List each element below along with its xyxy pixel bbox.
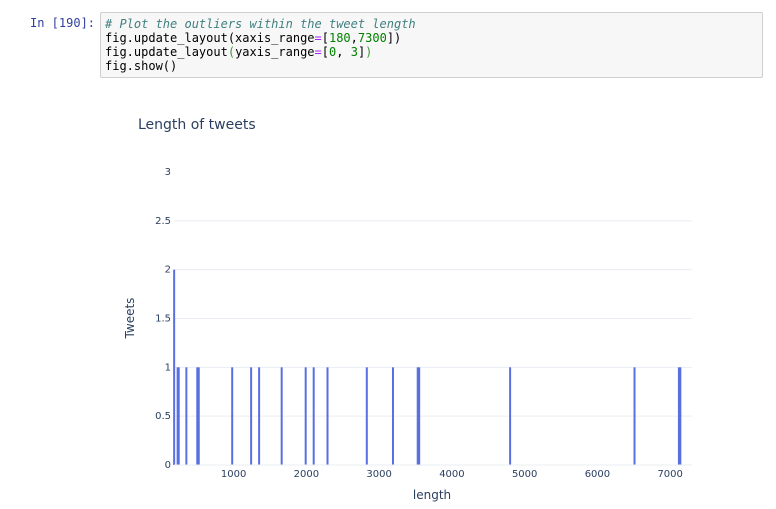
y-tick-label: 0.5 bbox=[155, 411, 171, 422]
bar[interactable] bbox=[231, 367, 234, 465]
code-token: fig.update_layout(xaxis_range bbox=[105, 31, 315, 45]
code-token: [ bbox=[321, 31, 329, 45]
bar[interactable] bbox=[176, 367, 179, 465]
bars bbox=[173, 269, 682, 465]
y-axis-label: Tweets bbox=[123, 298, 137, 340]
code-paren: ) bbox=[365, 45, 373, 59]
bar[interactable] bbox=[312, 367, 315, 465]
code-token: yaxis_range bbox=[235, 45, 315, 59]
y-tick-label: 1.5 bbox=[155, 314, 171, 325]
x-tick-label: 5000 bbox=[512, 469, 537, 480]
y-tick-label: 3 bbox=[165, 167, 171, 178]
code-token: [ bbox=[321, 45, 330, 59]
y-tick-label: 1 bbox=[165, 362, 171, 373]
bar[interactable] bbox=[509, 367, 512, 465]
code-line-2: fig.update_layout(xaxis_range=[180,7300]… bbox=[105, 31, 762, 45]
code-paren: ( bbox=[227, 45, 236, 59]
bar[interactable] bbox=[197, 367, 200, 465]
x-tick-label: 3000 bbox=[366, 469, 391, 480]
bar[interactable] bbox=[633, 367, 636, 465]
code-line-1: # Plot the outliers within the tweet len… bbox=[105, 17, 762, 31]
bar[interactable] bbox=[173, 269, 176, 465]
x-tick-label: 2000 bbox=[294, 469, 319, 480]
code-number: 180 bbox=[328, 31, 351, 45]
bar[interactable] bbox=[418, 367, 421, 465]
code-number: 3 bbox=[350, 45, 358, 59]
x-tick-label: 7000 bbox=[657, 469, 682, 480]
chart-title: Length of tweets bbox=[138, 117, 256, 133]
code-operator: = bbox=[314, 45, 322, 59]
bar[interactable] bbox=[185, 367, 188, 465]
bar[interactable] bbox=[679, 367, 682, 465]
code-number: 0 bbox=[329, 45, 337, 59]
bar[interactable] bbox=[280, 367, 283, 465]
code-line-4: fig.show() bbox=[105, 59, 762, 73]
code-token: fig.show() bbox=[105, 59, 178, 73]
bar[interactable] bbox=[391, 367, 394, 465]
code-token: , bbox=[336, 45, 351, 59]
x-axis-label: length bbox=[413, 488, 451, 502]
code-operator: = bbox=[314, 31, 322, 45]
bar[interactable] bbox=[196, 367, 199, 465]
code-token: ] bbox=[357, 45, 366, 59]
code-number: 7300 bbox=[357, 31, 387, 45]
code-line-3: fig.update_layout(yaxis_range=[0, 3]) bbox=[105, 45, 762, 59]
grid-lines bbox=[174, 220, 692, 417]
code-token: ]) bbox=[386, 31, 402, 45]
bar[interactable] bbox=[326, 367, 329, 465]
code-cell[interactable]: # Plot the outliers within the tweet len… bbox=[100, 12, 763, 78]
x-tick-label: 4000 bbox=[439, 469, 464, 480]
bar[interactable] bbox=[250, 367, 253, 465]
code-comment: # Plot the outliers within the tweet len… bbox=[105, 17, 416, 31]
bar[interactable] bbox=[677, 367, 680, 465]
bar[interactable] bbox=[177, 367, 180, 465]
y-tick-label: 0 bbox=[165, 460, 171, 471]
x-tick-label: 1000 bbox=[221, 469, 246, 480]
bar[interactable] bbox=[416, 367, 419, 465]
y-tick-labels: 0 0.5 1 1.5 2 2.5 3 bbox=[155, 167, 171, 471]
code-token: fig.update_layout bbox=[105, 45, 228, 59]
y-tick-label: 2 bbox=[165, 265, 171, 276]
code-token: , bbox=[350, 31, 358, 45]
x-tick-label: 6000 bbox=[585, 469, 610, 480]
bar[interactable] bbox=[304, 367, 307, 465]
y-tick-label: 2.5 bbox=[155, 216, 171, 227]
x-tick-labels: 1000 2000 3000 4000 5000 6000 7000 bbox=[221, 469, 683, 480]
bar[interactable] bbox=[365, 367, 368, 465]
bar[interactable] bbox=[258, 367, 261, 465]
cell-prompt: In [190]: bbox=[30, 16, 96, 30]
